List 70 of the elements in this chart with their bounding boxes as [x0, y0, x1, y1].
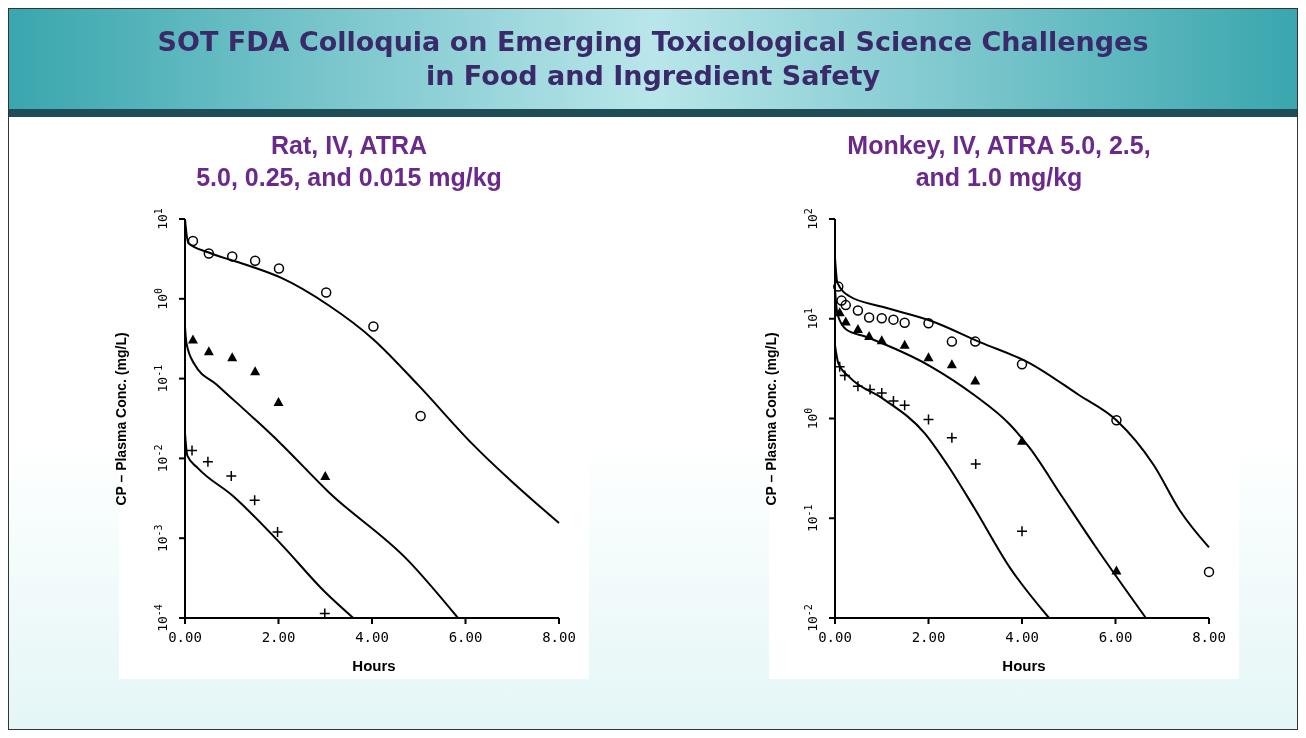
- point: [899, 317, 910, 329]
- point: [876, 313, 887, 324]
- point: [202, 455, 214, 468]
- x-tick-label: 2.00: [911, 628, 946, 645]
- point: [923, 318, 934, 329]
- point: [876, 387, 888, 399]
- x-tick-label: 4.00: [1005, 628, 1039, 645]
- x-tick-label: 4.00: [355, 628, 389, 645]
- x-axis-title: Hours: [1001, 657, 1047, 674]
- point: [864, 331, 875, 341]
- x-axis-title: Hours: [351, 657, 397, 674]
- point: [888, 314, 899, 325]
- point: [833, 281, 844, 292]
- point: [1203, 566, 1215, 578]
- point: [887, 395, 900, 407]
- point: [225, 470, 238, 482]
- point: [320, 471, 331, 481]
- x-tick-label: 8.00: [542, 628, 576, 645]
- point: [203, 346, 214, 356]
- point: [248, 494, 261, 506]
- point: [969, 458, 982, 470]
- point: [836, 295, 847, 306]
- point: [852, 323, 863, 333]
- point: [1111, 415, 1122, 426]
- point: [368, 321, 379, 332]
- x-tick-label: 2.00: [261, 628, 296, 645]
- x-tick-label: 0.00: [818, 628, 852, 645]
- point: [320, 287, 332, 298]
- point: [187, 235, 199, 247]
- point: [922, 413, 935, 426]
- point: [840, 299, 851, 311]
- point: [876, 335, 887, 345]
- point: [864, 383, 876, 396]
- point: [203, 248, 215, 259]
- point: [863, 312, 875, 323]
- point: [898, 399, 911, 411]
- point: [923, 352, 934, 362]
- point: [226, 251, 238, 262]
- y-axis-title: CP – Plasma Conc. (mg/L): [763, 332, 780, 506]
- point: [1016, 358, 1028, 370]
- point: [1016, 525, 1028, 538]
- point: [899, 339, 910, 349]
- x-tick-label: 0.00: [168, 628, 202, 645]
- point: [970, 375, 981, 385]
- point: [852, 305, 864, 316]
- point: [1017, 435, 1027, 445]
- point: [273, 263, 285, 274]
- point: [946, 432, 958, 444]
- y-axis-title: CP – Plasma Conc. (mg/L): [113, 332, 130, 506]
- x-tick-label: 6.00: [1098, 628, 1133, 645]
- point: [840, 316, 851, 326]
- point: [249, 255, 261, 266]
- point: [273, 396, 284, 406]
- point: [415, 410, 426, 422]
- point: [970, 336, 981, 347]
- point: [227, 352, 238, 362]
- point: [1111, 565, 1122, 575]
- chart-title: Monkey, IV, ATRA 5.0, 2.5, and 1.0 mg/kg: [846, 130, 1152, 193]
- chart-title: Rat, IV, ATRA 5.0, 0.25, and 0.015 mg/kg: [195, 130, 503, 193]
- point: [946, 336, 958, 347]
- text: SOT FDA Colloquia on Emerging Toxicological Science Challenges in Food and Ingredient Safety: [157, 25, 1149, 93]
- point: [187, 334, 198, 344]
- point: [250, 366, 261, 376]
- point: [839, 369, 851, 382]
- x-tick-label: 6.00: [448, 628, 483, 645]
- point: [271, 526, 284, 538]
- point: [946, 359, 957, 369]
- x-tick-label: 8.00: [1192, 628, 1226, 645]
- point: [186, 444, 198, 457]
- point: [852, 380, 864, 393]
